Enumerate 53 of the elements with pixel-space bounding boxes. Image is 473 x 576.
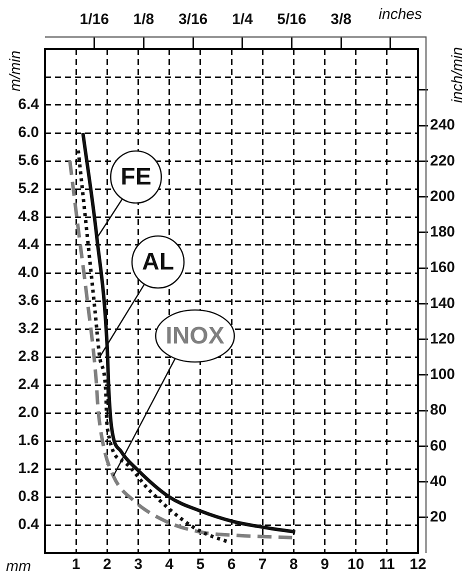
- series-label: FE: [120, 164, 152, 191]
- x-tick-label: 11: [378, 556, 395, 574]
- y-tick-label: 1.6: [18, 432, 39, 450]
- x-axis-title: mm: [6, 558, 31, 576]
- y-tick-label: 3.2: [18, 320, 39, 338]
- x2-tick-label: 1/8: [133, 11, 154, 28]
- y2-tick-label: 240: [430, 116, 456, 134]
- x-tick-label: 1: [72, 556, 80, 574]
- y-tick-label: 4.0: [18, 264, 39, 282]
- y2-tick-label: 60: [430, 437, 447, 454]
- y-tick-label: 5.6: [18, 152, 39, 170]
- y-tick-label: 2.0: [18, 404, 39, 422]
- y2-tick-label: 80: [430, 402, 447, 419]
- x-tick-label: 12: [410, 556, 426, 574]
- y2-tick-label: 200: [430, 188, 456, 205]
- y2-tick-label: 140: [430, 294, 456, 312]
- y2-tick-label: 120: [430, 330, 456, 348]
- y-tick-label: 0.4: [18, 516, 40, 534]
- x2-axis-title: inches: [378, 6, 422, 24]
- x-tick-label: 3: [134, 556, 142, 574]
- x-tick-label: 4: [165, 556, 174, 574]
- x-tick-label: 8: [289, 556, 298, 574]
- x2-tick-label: 3/16: [178, 11, 208, 28]
- y-axis-title: m/min: [7, 50, 24, 92]
- x-tick-label: 7: [258, 556, 267, 574]
- x-tick-label: 9: [320, 556, 329, 574]
- text: INOX: [166, 322, 224, 350]
- y2-tick-label: 220: [430, 152, 456, 170]
- y-tick-label: 6.4: [18, 96, 40, 114]
- y2-tick-label: 160: [430, 259, 456, 276]
- y2-tick-label: 20: [430, 508, 447, 526]
- y2-tick-label: 40: [430, 472, 447, 490]
- y-tick-label: 4.8: [18, 208, 39, 226]
- x-tick-label: 2: [102, 556, 112, 574]
- text: AL: [142, 248, 174, 276]
- x2-tick-label: 1/4: [232, 11, 254, 28]
- y-tick-label: 1.2: [18, 460, 39, 478]
- y-tick-label: 6.0: [18, 124, 39, 142]
- x-tick-label: 10: [347, 556, 364, 574]
- x2-tick-label: 3/8: [330, 11, 352, 28]
- y-tick-label: 4.4: [18, 236, 40, 254]
- x-tick-label: 5: [196, 556, 205, 574]
- x2-tick-label: 1/16: [80, 11, 109, 28]
- x-tick-label: 6: [227, 556, 236, 574]
- y-tick-label: 2.4: [18, 376, 40, 394]
- y-tick-label: 2.8: [18, 348, 39, 366]
- y2-tick-label: 100: [430, 366, 456, 384]
- y-tick-label: 3.6: [18, 292, 39, 310]
- y-tick-label: 0.8: [18, 488, 39, 506]
- x2-tick-label: 5/16: [277, 11, 306, 28]
- y-tick-label: 5.2: [18, 180, 39, 198]
- y2-tick-label: 180: [430, 224, 456, 241]
- y2-axis-title: inch/min: [449, 47, 466, 103]
